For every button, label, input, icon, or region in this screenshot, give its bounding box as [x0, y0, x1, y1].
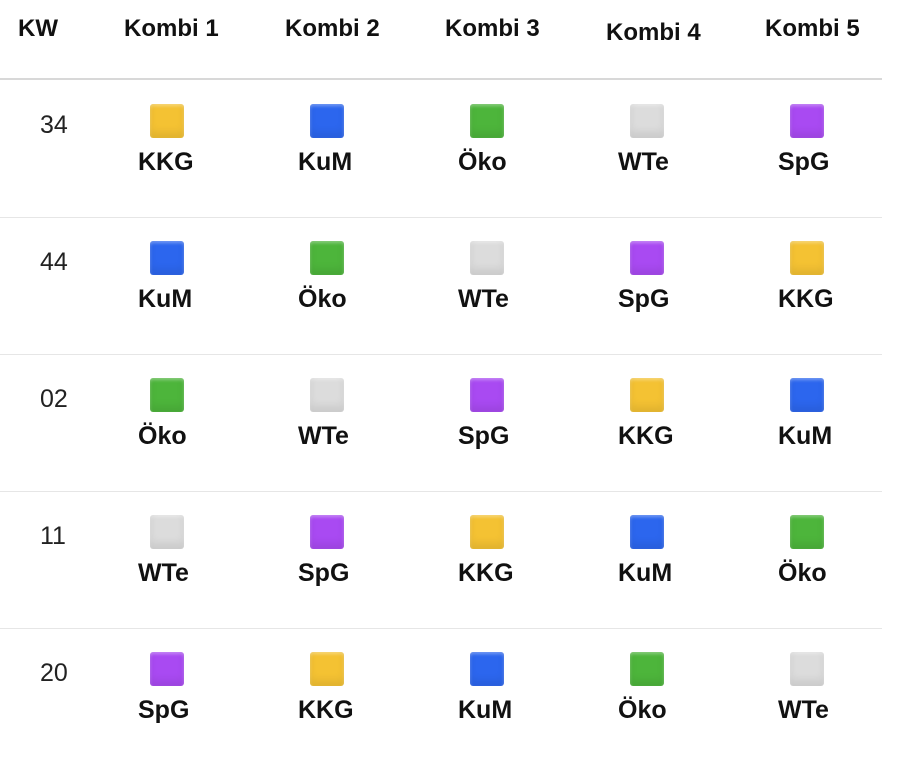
table-cell: Öko	[298, 241, 418, 314]
schedule-table: KW Kombi 1 Kombi 2 Kombi 3 Kombi 4 Kombi…	[0, 0, 882, 724]
cell-label: KuM	[458, 696, 513, 724]
color-swatch	[470, 515, 504, 549]
color-swatch	[470, 652, 504, 686]
color-swatch	[310, 378, 344, 412]
cell-label: Öko	[298, 285, 347, 313]
table-cell: WTe	[778, 652, 898, 725]
table-cell: Öko	[778, 515, 898, 588]
table-row: 02 Öko WTe SpG KKG KuM	[0, 354, 882, 492]
color-swatch	[150, 241, 184, 275]
color-swatch	[790, 378, 824, 412]
cell-label: KuM	[618, 559, 673, 587]
color-swatch	[310, 652, 344, 686]
cell-label: KKG	[298, 696, 354, 724]
color-swatch	[630, 515, 664, 549]
color-swatch	[630, 104, 664, 138]
table-cell: KKG	[138, 104, 258, 177]
color-swatch	[470, 241, 504, 275]
cell-label: SpG	[138, 696, 190, 724]
color-swatch	[790, 515, 824, 549]
table-cell: WTe	[138, 515, 258, 588]
table-cell: Öko	[458, 104, 578, 177]
cell-label: Öko	[138, 422, 187, 450]
kw-value: 44	[40, 248, 68, 276]
cell-label: KKG	[778, 285, 834, 313]
table-cell: SpG	[778, 104, 898, 177]
header-kombi-5: Kombi 5	[765, 15, 860, 42]
cell-label: Öko	[778, 559, 827, 587]
color-swatch	[790, 104, 824, 138]
cell-label: Öko	[618, 696, 667, 724]
cell-label: WTe	[458, 285, 509, 313]
table-cell: KKG	[618, 378, 738, 451]
table-cell: KKG	[298, 652, 418, 725]
color-swatch	[790, 652, 824, 686]
cell-label: WTe	[138, 559, 189, 587]
table-row: 11 WTe SpG KKG KuM Öko	[0, 491, 882, 629]
color-swatch	[150, 652, 184, 686]
cell-label: KuM	[778, 422, 833, 450]
cell-label: KKG	[618, 422, 674, 450]
color-swatch	[470, 104, 504, 138]
cell-label: SpG	[778, 148, 830, 176]
table-header: KW Kombi 1 Kombi 2 Kombi 3 Kombi 4 Kombi…	[0, 0, 882, 80]
cell-label: SpG	[298, 559, 350, 587]
table-cell: SpG	[458, 378, 578, 451]
kw-value: 02	[40, 385, 68, 413]
color-swatch	[630, 241, 664, 275]
table-cell: WTe	[618, 104, 738, 177]
color-swatch	[790, 241, 824, 275]
table-cell: KuM	[458, 652, 578, 725]
table-cell: KuM	[298, 104, 418, 177]
color-swatch	[150, 104, 184, 138]
table-cell: WTe	[298, 378, 418, 451]
table-row: 20 SpG KKG KuM Öko WTe	[0, 628, 882, 765]
table-cell: SpG	[298, 515, 418, 588]
header-kw: KW	[18, 15, 58, 42]
color-swatch	[310, 515, 344, 549]
color-swatch	[630, 652, 664, 686]
color-swatch	[150, 378, 184, 412]
cell-label: WTe	[298, 422, 349, 450]
header-kombi-1: Kombi 1	[124, 15, 219, 42]
color-swatch	[630, 378, 664, 412]
cell-label: KuM	[138, 285, 193, 313]
table-cell: Öko	[138, 378, 258, 451]
table-cell: WTe	[458, 241, 578, 314]
table-cell: Öko	[618, 652, 738, 725]
cell-label: WTe	[778, 696, 829, 724]
header-kombi-2: Kombi 2	[285, 15, 380, 42]
table-cell: KKG	[778, 241, 898, 314]
color-swatch	[150, 515, 184, 549]
cell-label: SpG	[458, 422, 510, 450]
cell-label: SpG	[618, 285, 670, 313]
kw-value: 34	[40, 111, 68, 139]
table-cell: SpG	[138, 652, 258, 725]
color-swatch	[310, 104, 344, 138]
table-row: 34 KKG KuM Öko WTe SpG	[0, 80, 882, 218]
color-swatch	[310, 241, 344, 275]
table-row: 44 KuM Öko WTe SpG KKG	[0, 217, 882, 355]
cell-label: WTe	[618, 148, 669, 176]
cell-label: Öko	[458, 148, 507, 176]
table-cell: KKG	[458, 515, 578, 588]
table-cell: KuM	[138, 241, 258, 314]
table-cell: KuM	[618, 515, 738, 588]
header-kombi-4: Kombi 4	[606, 19, 701, 46]
header-kombi-3: Kombi 3	[445, 15, 540, 42]
cell-label: KKG	[138, 148, 194, 176]
cell-label: KKG	[458, 559, 514, 587]
kw-value: 11	[40, 522, 66, 550]
kw-value: 20	[40, 659, 68, 687]
table-cell: SpG	[618, 241, 738, 314]
cell-label: KuM	[298, 148, 353, 176]
table-cell: KuM	[778, 378, 898, 451]
color-swatch	[470, 378, 504, 412]
